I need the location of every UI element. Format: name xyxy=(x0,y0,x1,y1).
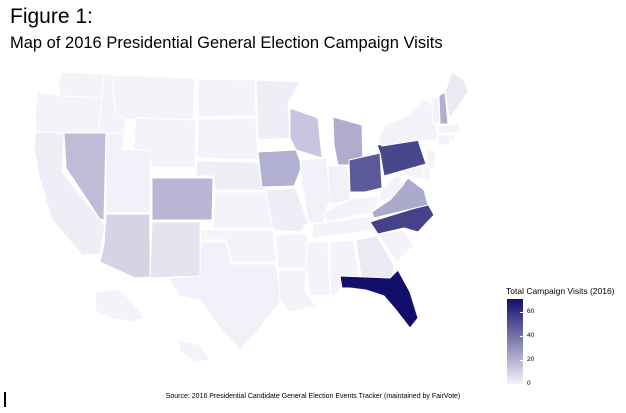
state-montana xyxy=(111,74,196,121)
state-utah xyxy=(105,132,151,214)
state-minnesota xyxy=(255,79,301,141)
state-oregon xyxy=(34,91,103,134)
state-maine xyxy=(444,71,469,119)
legend-color-bar xyxy=(507,299,523,384)
state-florida xyxy=(339,269,419,329)
state-missouri xyxy=(265,187,309,233)
text-cursor xyxy=(4,392,6,407)
state-north-dakota xyxy=(197,78,257,118)
state-rhode-island xyxy=(449,133,456,143)
state-wisconsin xyxy=(289,107,323,159)
state-new-mexico xyxy=(149,221,201,279)
legend-tick-mark xyxy=(520,312,523,314)
legend-tick-label: 20 xyxy=(527,356,535,364)
legend-tick-mark xyxy=(520,384,523,385)
legend-tick-label: 60 xyxy=(527,308,535,316)
state-west-virginia xyxy=(377,173,405,201)
source-note: Source: 2016 Presidential Candidate Gene… xyxy=(165,393,461,400)
state-connecticut xyxy=(437,133,451,147)
map-title: Map of 2016 Presidential General Electio… xyxy=(10,34,443,52)
state-new-jersey xyxy=(425,147,437,171)
state-kentucky xyxy=(323,195,381,223)
hawaii-shape xyxy=(177,339,211,363)
legend-title: Total Campaign Visits (2016) xyxy=(506,286,615,296)
state-pennsylvania xyxy=(376,139,427,177)
state-colorado xyxy=(151,177,214,221)
state-nebraska xyxy=(195,160,267,191)
state-washington xyxy=(57,71,104,99)
state-indiana xyxy=(327,165,351,205)
legend-tick-label: 40 xyxy=(527,332,535,340)
state-south-dakota xyxy=(196,117,259,161)
state-iowa xyxy=(257,149,303,188)
state-massachusetts xyxy=(437,123,463,135)
state-ohio xyxy=(348,152,383,193)
state-delaware xyxy=(423,167,431,181)
state-texas xyxy=(167,241,283,351)
state-mississippi xyxy=(305,241,331,297)
state-arizona xyxy=(99,213,151,279)
state-new-hampshire xyxy=(438,91,449,125)
state-south-carolina xyxy=(377,229,415,263)
state-arkansas xyxy=(274,233,309,269)
alaska-shape xyxy=(94,289,146,323)
state-new-york xyxy=(377,99,439,147)
legend-tick-label: 0 xyxy=(527,380,531,387)
state-nevada xyxy=(63,132,107,221)
state-kansas xyxy=(212,191,273,229)
state-california xyxy=(33,131,106,256)
figure-label: Figure 1: xyxy=(10,5,93,28)
legend-tick-mark xyxy=(520,336,523,338)
legend-tick-mark xyxy=(520,360,523,362)
